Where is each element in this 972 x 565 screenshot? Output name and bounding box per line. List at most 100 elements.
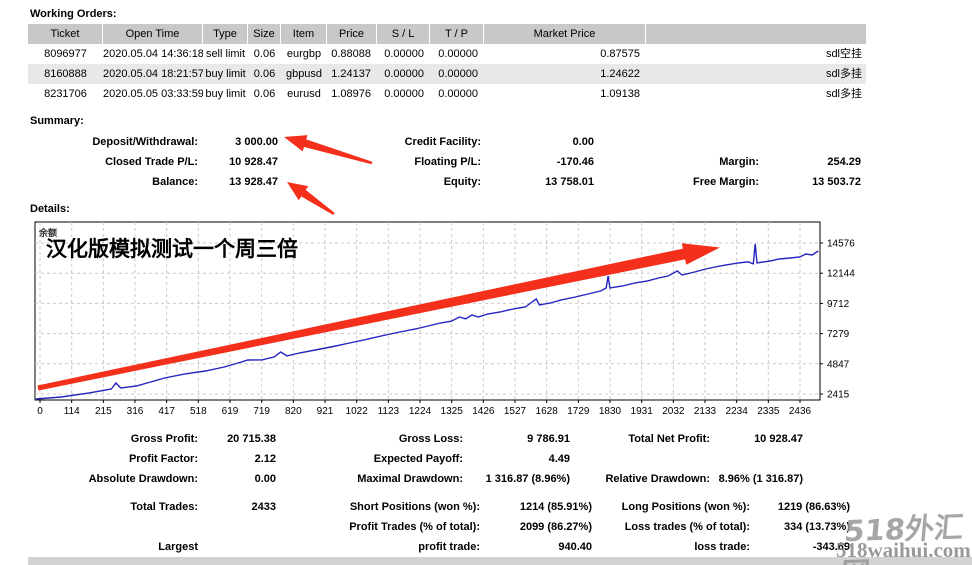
cell-market-price: 1.24622 <box>600 68 640 80</box>
absolute-drawdown-value: 0.00 <box>254 473 276 485</box>
col-header-sl[interactable]: S / L <box>377 24 430 44</box>
svg-text:1224: 1224 <box>409 406 432 417</box>
long-positions-label: Long Positions (won %): <box>621 501 750 513</box>
deposit-withdrawal-label: Deposit/Withdrawal: <box>92 136 198 148</box>
svg-text:1628: 1628 <box>536 406 559 417</box>
watermark-site-url: 518waihui.com <box>836 538 971 562</box>
svg-text:2335: 2335 <box>757 406 780 417</box>
largest-loss-trade-value: -343.69 <box>812 541 850 553</box>
cell-price: 0.88088 <box>331 48 371 60</box>
svg-text:316: 316 <box>127 406 144 417</box>
total-net-profit-value: 10 928.47 <box>754 433 803 445</box>
svg-text:719: 719 <box>253 406 270 417</box>
svg-text:2032: 2032 <box>662 406 685 417</box>
cell-ticket: 8231706 <box>44 88 87 100</box>
col-header-market-price[interactable]: Market Price <box>484 24 646 44</box>
col-header-tp[interactable]: T / P <box>430 24 484 44</box>
col-header-ticket[interactable]: Ticket <box>28 24 103 44</box>
col-header-size[interactable]: Size <box>248 24 281 44</box>
maximal-drawdown-label: Maximal Drawdown: <box>357 473 463 485</box>
cell-price: 1.24137 <box>331 68 371 80</box>
cell-price: 1.08976 <box>331 88 371 100</box>
order-row[interactable]: 8160888 2020.05.04 18:21:57 buy limit 0.… <box>28 64 866 84</box>
svg-text:921: 921 <box>317 406 334 417</box>
cell-item: eurgbp <box>286 48 322 60</box>
stats-row: Profit Trades (% of total): 2099 (86.27%… <box>0 517 972 537</box>
svg-text:2234: 2234 <box>726 406 749 417</box>
relative-drawdown-label: Relative Drawdown: <box>605 473 710 485</box>
svg-text:1123: 1123 <box>378 406 400 417</box>
svg-text:2436: 2436 <box>789 406 812 417</box>
summary-row: Deposit/Withdrawal: 3 000.00 Credit Faci… <box>0 132 972 152</box>
deposit-withdrawal-value: 3 000.00 <box>235 136 278 148</box>
floating-pl-value: -170.46 <box>556 156 594 168</box>
cell-sl: 0.00000 <box>384 48 424 60</box>
cell-type: sell limit <box>205 48 246 60</box>
cell-tp: 0.00000 <box>438 48 478 60</box>
largest-label: Largest <box>158 541 198 553</box>
svg-text:2415: 2415 <box>827 390 850 401</box>
equity-value: 13 758.01 <box>545 176 594 188</box>
cell-open-time: 2020.05.05 03:33:59 <box>103 88 203 100</box>
svg-text:215: 215 <box>95 406 112 417</box>
working-orders-title: Working Orders: <box>30 8 117 20</box>
expected-payoff-value: 4.49 <box>548 453 570 465</box>
profit-factor-label: Profit Factor: <box>128 453 198 465</box>
cell-item: gbpusd <box>285 68 323 80</box>
profit-trades-value: 2099 (86.27%) <box>519 521 592 533</box>
trend-arrow <box>37 243 720 391</box>
long-positions-value: 1219 (86.63%) <box>777 501 850 513</box>
summary-row: Closed Trade P/L: 10 928.47 Floating P/L… <box>0 152 972 172</box>
col-header-price[interactable]: Price <box>327 24 377 44</box>
gross-profit-label: Gross Profit: <box>130 433 198 445</box>
order-row[interactable]: 8096977 2020.05.04 14:36:18 sell limit 0… <box>28 44 866 64</box>
expected-payoff-label: Expected Payoff: <box>373 453 463 465</box>
col-header-open-time[interactable]: Open Time <box>103 24 203 44</box>
loss-trades-value: 334 (13.73%) <box>783 521 850 533</box>
short-positions-value: 1214 (85.91%) <box>519 501 592 513</box>
balance-label: Balance: <box>152 176 198 188</box>
cell-open-time: 2020.05.04 14:36:18 <box>103 48 203 60</box>
gross-loss-value: 9 786.91 <box>527 433 570 445</box>
table-header-row: Ticket Open Time Type Size Item Price S … <box>28 24 866 44</box>
stats-row: Absolute Drawdown: 0.00 Maximal Drawdown… <box>0 469 972 489</box>
col-header-type[interactable]: Type <box>203 24 248 44</box>
svg-text:1426: 1426 <box>472 406 495 417</box>
svg-text:820: 820 <box>285 406 302 417</box>
svg-text:7279: 7279 <box>827 329 850 340</box>
cell-type: buy limit <box>205 88 246 100</box>
cell-market-price: 0.87575 <box>600 48 640 60</box>
svg-text:4847: 4847 <box>827 359 850 370</box>
svg-text:417: 417 <box>158 406 175 417</box>
summary-title: Summary: <box>30 115 84 127</box>
cell-tp: 0.00000 <box>438 88 478 100</box>
maximal-drawdown-value: 1 316.87 (8.96%) <box>485 473 570 485</box>
gross-loss-label: Gross Loss: <box>398 433 463 445</box>
credit-facility-value: 0.00 <box>572 136 594 148</box>
order-row[interactable]: 8231706 2020.05.05 03:33:59 buy limit 0.… <box>28 84 866 104</box>
stats-row: Gross Profit: 20 715.38 Gross Loss: 9 78… <box>0 429 972 449</box>
balance-chart: 0 114 215 316 417 518 619 719 820 921 1022 1123 1224… <box>34 221 855 417</box>
cell-item: eurusd <box>287 88 321 100</box>
col-header-item[interactable]: Item <box>281 24 327 44</box>
free-margin-label: Free Margin: <box>692 176 759 188</box>
largest-loss-trade-label: loss trade: <box>694 541 750 553</box>
profit-trades-label: Profit Trades (% of total): <box>349 521 480 533</box>
cell-sl: 0.00000 <box>384 68 424 80</box>
absolute-drawdown-label: Absolute Drawdown: <box>88 473 198 485</box>
svg-text:1527: 1527 <box>504 406 527 417</box>
svg-text:1830: 1830 <box>599 406 622 417</box>
svg-text:1022: 1022 <box>346 406 369 417</box>
svg-text:1931: 1931 <box>631 406 654 417</box>
cell-comment: sdl多挂 <box>825 68 862 80</box>
total-trades-label: Total Trades: <box>130 501 198 513</box>
svg-text:9712: 9712 <box>827 299 850 310</box>
stats-row: Largest profit trade: 940.40 loss trade:… <box>0 537 972 557</box>
balance-value: 13 928.47 <box>229 176 278 188</box>
free-margin-value: 13 503.72 <box>812 176 861 188</box>
svg-text:0: 0 <box>37 406 43 417</box>
svg-text:1325: 1325 <box>441 406 464 417</box>
cell-ticket: 8160888 <box>44 68 87 80</box>
col-header-comment[interactable] <box>646 24 866 44</box>
svg-text:1729: 1729 <box>567 406 590 417</box>
